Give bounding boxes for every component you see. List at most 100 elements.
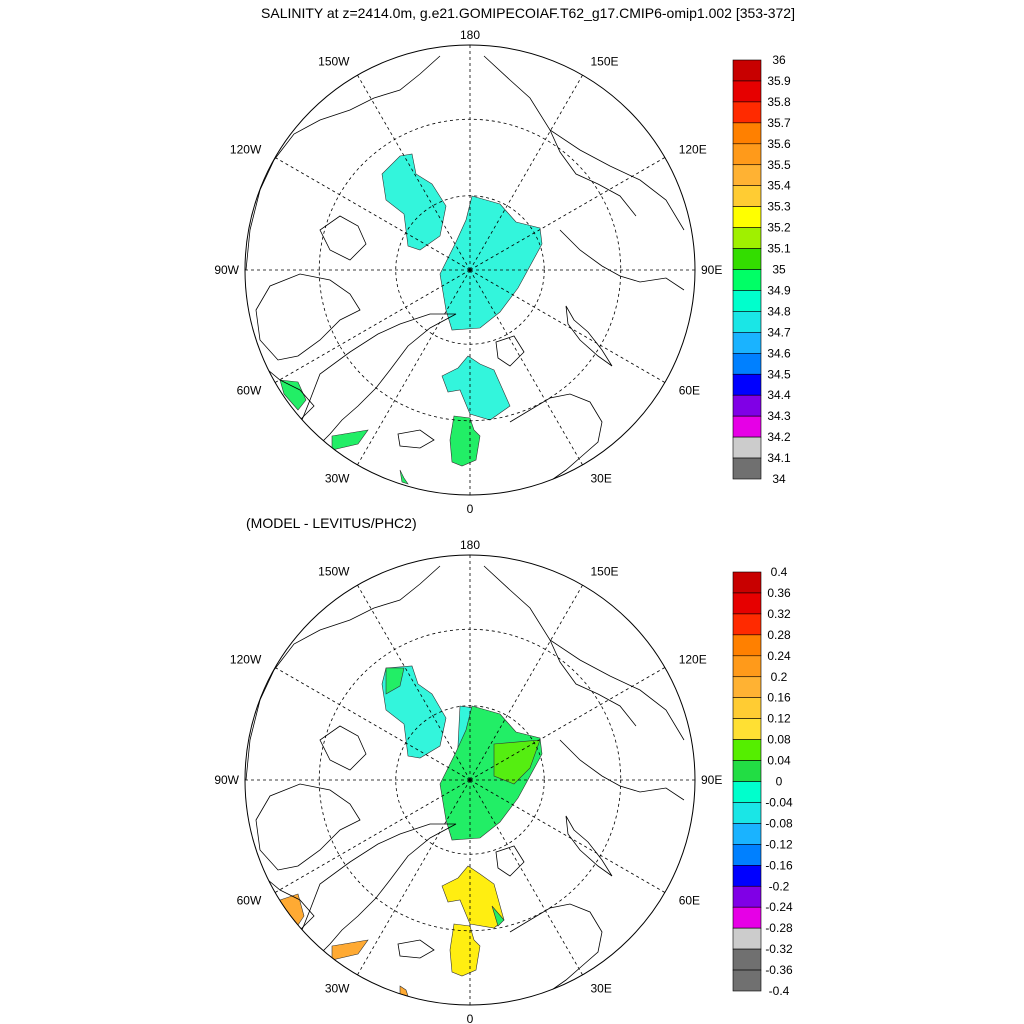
colorbar-label: -0.4 [769,984,790,998]
colorbar-swatch [732,885,762,908]
colorbar-swatch [732,571,762,594]
colorbar-swatch [732,676,762,699]
colorbar-swatch [732,864,762,887]
colorbar-label: 35.2 [767,221,791,235]
coast-iceland [397,939,435,959]
longitude-label: 150E [591,54,619,68]
colorbar-swatch [732,415,762,438]
colorbar-swatch [732,311,762,333]
meridian-line [469,74,583,271]
colorbar-label: 34.3 [767,409,791,423]
colorbar-label: 34.4 [767,388,791,402]
field-labrador-sea [279,379,307,411]
colorbar-swatch [732,634,762,657]
colorbar-swatch [732,969,762,992]
colorbar-label: 35.6 [767,137,791,151]
colorbar-label: -0.16 [765,858,793,872]
map-panels: 180 150E 120E 90E 60E 30E 0 30W 60W 90W 120W 150W 36… [214,28,793,1024]
longitude-label: 90E [701,773,722,787]
meridian-line [469,779,583,976]
meridian-line [469,269,666,383]
meridian-line [274,269,471,383]
colorbar-swatch [732,906,762,929]
coast-east-siberia [549,129,637,217]
longitude-label: 0 [467,502,474,516]
colorbar-label: 34.8 [767,304,791,318]
map-panel-difference: 180 150E 120E 90E 60E 30E 0 30W 60W 90W 120W 150W 0.… [214,538,793,1024]
meridian-line [357,584,471,781]
longitude-label: 60E [679,384,700,398]
meridian-line [274,157,471,271]
longitude-label: 60E [679,894,700,908]
colorbar-label: 0.2 [771,670,788,684]
colorbar-label: 34 [772,472,786,486]
colorbar-label: 35.9 [767,74,791,88]
field-labrador-sea [279,893,305,929]
field-canada-basin-positive [385,667,405,695]
coast-scandinavia [509,393,603,485]
colorbar-label: 35 [772,263,786,277]
longitude-label: 150W [318,564,350,578]
coast-taymyr [559,739,685,801]
colorbar-swatch [732,718,762,740]
colorbar-swatch [732,164,762,187]
map-contents [245,45,695,495]
colorbar-swatch [732,352,762,375]
coast-novaya-zemlya [565,815,613,877]
colorbar-swatch [732,394,762,417]
longitude-label: 180 [460,538,480,552]
field-fram-strait-positive [491,905,505,927]
longitude-label: 120E [679,143,707,157]
colorbar-label: -0.32 [765,942,793,956]
colorbar-label: -0.08 [765,816,793,830]
meridian-line [469,667,666,781]
field-canada-basin [381,153,447,251]
colorbar-swatch [732,927,762,950]
longitude-label: 30W [325,472,350,486]
colorbar-swatch [732,613,762,636]
longitude-label: 150E [591,564,619,578]
colorbar-swatch [732,290,762,312]
meridian-line [357,74,471,271]
colorbar-swatch [732,101,762,124]
longitude-label: 60W [237,894,262,908]
meridian-line [469,779,666,893]
colorbar-label: 0.24 [767,649,791,663]
colorbar-swatch [732,457,762,480]
colorbar-label: 36 [772,53,786,67]
colorbar-label: 34.7 [767,325,791,339]
longitude-label: 90W [214,773,239,787]
colorbar-swatch [732,739,762,761]
colorbar-label: -0.36 [765,963,793,977]
field-north-atlantic [399,469,409,485]
colorbar-swatch [732,760,762,782]
meridian-line [469,157,666,271]
colorbar-label: 0.12 [767,712,791,726]
colorbar-swatch [732,373,762,396]
meridian-line [357,779,471,976]
colorbar-label: 35.8 [767,95,791,109]
coast-svalbard [495,845,525,877]
coast-east-siberia [549,639,637,727]
colorbar-label: 34.6 [767,346,791,360]
coast-canada-islands [319,215,367,261]
map-contents [245,555,695,1005]
colorbar-swatch [732,592,762,615]
colorbar-label: 35.3 [767,200,791,214]
coast-novaya-zemlya [565,305,613,367]
colorbar-swatch [732,823,762,845]
longitude-label: 90E [701,263,722,277]
colorbar-label: 0.36 [767,586,791,600]
coast-iceland [397,429,435,449]
colorbar-swatch [732,844,762,866]
colorbar-label: 35.5 [767,158,791,172]
longitude-label: 90W [214,263,239,277]
colorbar-swatch [732,143,762,166]
colorbar-swatch [732,781,762,803]
colorbar-label: 35.7 [767,116,791,130]
meridian-line [274,667,471,781]
longitude-label: 60W [237,384,262,398]
colorbar-label: 0 [776,775,783,789]
colorbar-swatch [732,948,762,971]
